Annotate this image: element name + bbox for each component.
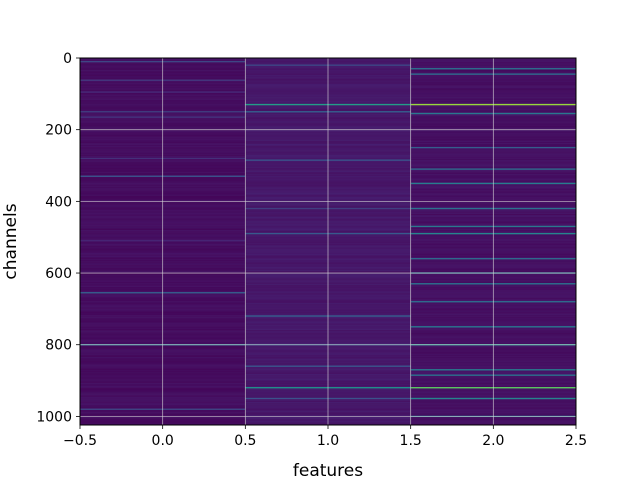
y-axis: 0 200 400 600 800 1000: [36, 51, 80, 425]
grid-lines: [80, 58, 576, 425]
x-axis: −0.5 0.0 0.5 1.0 1.5 2.0 2.5: [63, 425, 587, 449]
y-tick-label: 0: [63, 51, 72, 67]
x-tick-label: 1.5: [400, 433, 422, 449]
y-tick-label: 800: [45, 338, 72, 354]
x-axis-label: features: [293, 461, 363, 480]
y-tick-label: 400: [45, 194, 72, 210]
x-tick-label: 0.5: [234, 433, 256, 449]
x-tick-label: 1.0: [317, 433, 339, 449]
x-tick-label: −0.5: [63, 433, 97, 449]
y-tick-label: 1000: [36, 409, 72, 425]
x-tick-label: 0.0: [152, 433, 174, 449]
y-axis-label: channels: [1, 203, 21, 279]
y-tick-label: 600: [45, 266, 72, 282]
y-tick-label: 200: [45, 123, 72, 139]
x-tick-label: 2.0: [482, 433, 504, 449]
x-tick-label: 2.5: [565, 433, 587, 449]
